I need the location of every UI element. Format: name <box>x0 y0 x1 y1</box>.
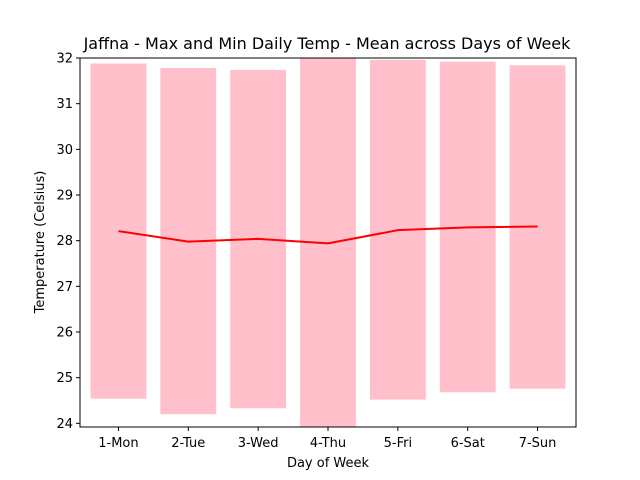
line-layer <box>118 225 538 245</box>
y-tick-label: 31 <box>56 97 73 112</box>
x-tick-label: 4-Thu <box>310 436 346 451</box>
x-tick-label: 1-Mon <box>98 436 138 451</box>
y-tick-label: 27 <box>56 280 73 295</box>
y-tick-label: 26 <box>56 326 73 341</box>
y-tick-label: 28 <box>56 234 73 249</box>
x-axis-label: Day of Week <box>287 456 370 471</box>
chart-title: Jaffna - Max and Min Daily Temp - Mean a… <box>83 34 572 53</box>
y-tick-label: 25 <box>56 371 73 386</box>
y-tick-label: 24 <box>56 417 73 432</box>
y-tick-label: 30 <box>56 143 73 158</box>
x-tick-label: 7-Sun <box>519 436 557 451</box>
x-tick-label: 5-Fri <box>384 436 412 451</box>
x-tick-label: 3-Wed <box>238 436 279 451</box>
y-axis: 24 25 26 27 28 29 30 31 32 <box>56 52 80 432</box>
x-tick-label: 2-Tue <box>171 436 205 451</box>
x-tick-label: 6-Sat <box>451 436 485 451</box>
x-axis: 1-Mon 2-Tue 3-Wed 4-Thu 5-Fri 6-Sat 7-Sun <box>98 427 556 451</box>
y-axis-label: Temperature (Celsius) <box>33 171 48 315</box>
y-tick-label: 29 <box>56 189 73 204</box>
y-tick-label: 32 <box>56 52 73 67</box>
